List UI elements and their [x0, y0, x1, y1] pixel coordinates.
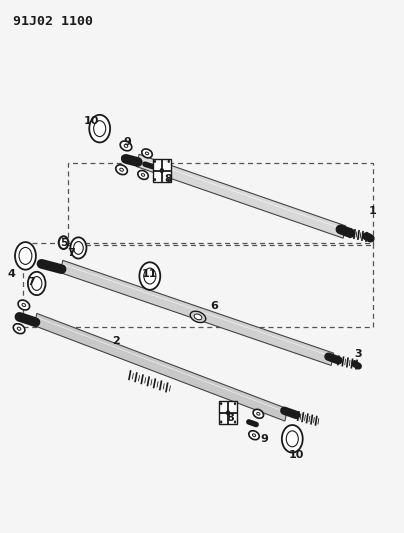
- Text: 10: 10: [84, 116, 99, 126]
- Text: 1: 1: [368, 206, 377, 216]
- Text: 8: 8: [164, 174, 172, 184]
- Ellipse shape: [194, 314, 202, 320]
- Text: 2: 2: [112, 336, 120, 346]
- Text: 7: 7: [68, 248, 76, 259]
- Ellipse shape: [138, 171, 148, 180]
- Polygon shape: [34, 313, 288, 421]
- Text: 3: 3: [355, 349, 362, 359]
- Text: 4: 4: [8, 270, 15, 279]
- Ellipse shape: [120, 141, 132, 151]
- FancyBboxPatch shape: [219, 401, 237, 424]
- FancyBboxPatch shape: [153, 159, 170, 182]
- Ellipse shape: [142, 149, 152, 158]
- Ellipse shape: [141, 174, 145, 176]
- Text: 8: 8: [226, 413, 234, 423]
- Ellipse shape: [257, 413, 260, 415]
- Circle shape: [89, 115, 110, 142]
- Circle shape: [144, 268, 156, 284]
- Ellipse shape: [18, 300, 29, 310]
- Circle shape: [234, 402, 236, 405]
- Text: 7: 7: [27, 277, 36, 287]
- Circle shape: [154, 179, 156, 181]
- Text: 11: 11: [142, 270, 158, 279]
- Circle shape: [74, 241, 83, 254]
- Ellipse shape: [249, 431, 259, 440]
- Circle shape: [234, 421, 236, 423]
- Circle shape: [160, 168, 164, 173]
- Circle shape: [70, 237, 86, 259]
- Circle shape: [28, 272, 46, 295]
- Ellipse shape: [252, 434, 256, 437]
- Text: 6: 6: [210, 301, 218, 311]
- Ellipse shape: [17, 327, 21, 330]
- Ellipse shape: [120, 168, 123, 171]
- Circle shape: [94, 120, 106, 136]
- Circle shape: [220, 421, 222, 423]
- Circle shape: [59, 236, 68, 249]
- Text: 10: 10: [288, 450, 304, 460]
- Circle shape: [32, 277, 42, 290]
- Circle shape: [168, 179, 170, 181]
- Circle shape: [286, 431, 298, 447]
- Circle shape: [139, 262, 160, 290]
- Circle shape: [282, 425, 303, 453]
- Text: 91J02 1100: 91J02 1100: [13, 14, 93, 28]
- Ellipse shape: [145, 152, 149, 155]
- Circle shape: [154, 160, 156, 163]
- Ellipse shape: [22, 303, 25, 306]
- Text: 5: 5: [60, 238, 67, 248]
- Circle shape: [15, 242, 36, 270]
- Polygon shape: [137, 154, 346, 238]
- Circle shape: [220, 402, 222, 405]
- Circle shape: [168, 160, 170, 163]
- Ellipse shape: [124, 144, 128, 148]
- Circle shape: [226, 410, 230, 415]
- Ellipse shape: [116, 165, 127, 175]
- Circle shape: [19, 247, 32, 264]
- Ellipse shape: [13, 324, 25, 334]
- Ellipse shape: [190, 311, 206, 322]
- Polygon shape: [60, 260, 334, 366]
- Text: 9: 9: [260, 434, 268, 444]
- Text: 9: 9: [124, 137, 132, 147]
- Ellipse shape: [253, 409, 263, 418]
